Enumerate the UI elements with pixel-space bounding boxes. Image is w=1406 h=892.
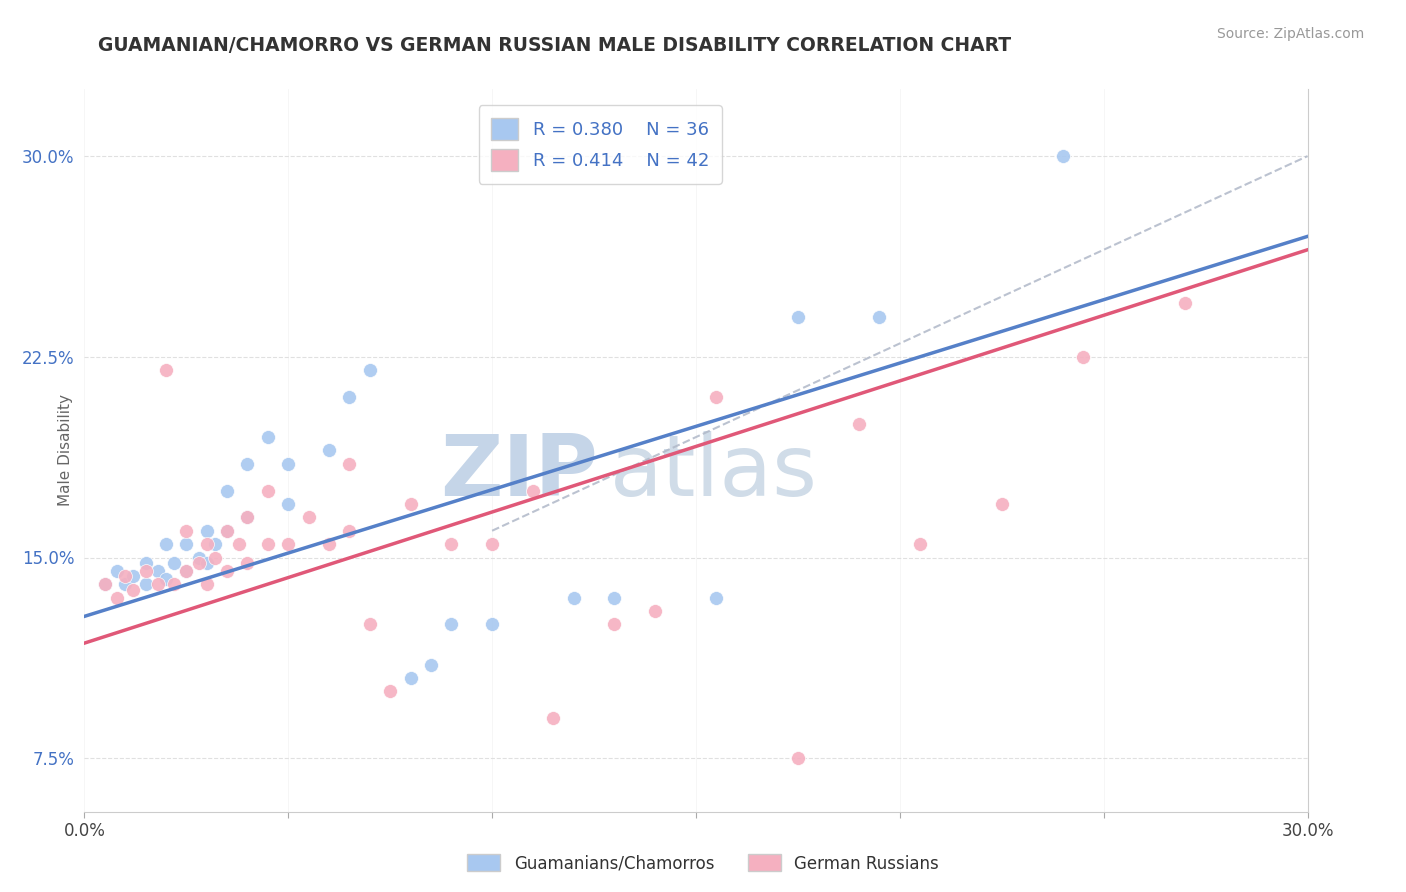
Point	[644, 604, 666, 618]
Point	[135, 577, 157, 591]
Legend: R = 0.380    N = 36, R = 0.414    N = 42: R = 0.380 N = 36, R = 0.414 N = 42	[478, 105, 721, 184]
Point	[114, 569, 136, 583]
Point	[155, 572, 177, 586]
Point	[380, 684, 402, 698]
Point	[848, 417, 870, 431]
Point	[187, 556, 209, 570]
Point	[236, 457, 259, 471]
Point	[163, 556, 186, 570]
Point	[195, 524, 218, 538]
Point	[146, 564, 169, 578]
Point	[236, 510, 259, 524]
Point	[481, 617, 503, 632]
Point	[257, 483, 280, 498]
Point	[257, 537, 280, 551]
Point	[440, 617, 463, 632]
Point	[318, 537, 340, 551]
Point	[146, 577, 169, 591]
Point	[174, 564, 197, 578]
Point	[217, 524, 239, 538]
Point	[163, 577, 186, 591]
Point	[481, 537, 503, 551]
Point	[93, 577, 115, 591]
Point	[277, 457, 299, 471]
Point	[991, 497, 1014, 511]
Point	[787, 310, 810, 324]
Point	[217, 564, 239, 578]
Point	[217, 524, 239, 538]
Point	[359, 617, 381, 632]
Point	[399, 497, 422, 511]
Text: Source: ZipAtlas.com: Source: ZipAtlas.com	[1216, 27, 1364, 41]
Point	[1174, 296, 1197, 310]
Point	[318, 443, 340, 458]
Point	[174, 524, 197, 538]
Point	[105, 591, 128, 605]
Point	[236, 556, 259, 570]
Point	[195, 556, 218, 570]
Point	[187, 550, 209, 565]
Point	[122, 569, 145, 583]
Point	[195, 537, 218, 551]
Point	[440, 537, 463, 551]
Point	[420, 657, 443, 672]
Text: atlas: atlas	[610, 431, 818, 514]
Text: GUAMANIAN/CHAMORRO VS GERMAN RUSSIAN MALE DISABILITY CORRELATION CHART: GUAMANIAN/CHAMORRO VS GERMAN RUSSIAN MAL…	[98, 36, 1011, 54]
Point	[155, 363, 177, 377]
Point	[277, 497, 299, 511]
Point	[522, 483, 544, 498]
Point	[543, 711, 565, 725]
Point	[93, 577, 115, 591]
Point	[562, 591, 585, 605]
Point	[339, 390, 361, 404]
Point	[105, 564, 128, 578]
Point	[122, 582, 145, 597]
Point	[135, 564, 157, 578]
Point	[298, 510, 321, 524]
Point	[399, 671, 422, 685]
Point	[706, 390, 728, 404]
Legend: Guamanians/Chamorros, German Russians: Guamanians/Chamorros, German Russians	[460, 847, 946, 880]
Point	[277, 537, 299, 551]
Point	[204, 550, 226, 565]
Point	[195, 577, 218, 591]
Point	[359, 363, 381, 377]
Point	[910, 537, 932, 551]
Point	[155, 537, 177, 551]
Point	[217, 483, 239, 498]
Point	[706, 591, 728, 605]
Point	[236, 510, 259, 524]
Text: ZIP: ZIP	[440, 431, 598, 514]
Point	[339, 524, 361, 538]
Point	[114, 577, 136, 591]
Y-axis label: Male Disability: Male Disability	[58, 394, 73, 507]
Point	[257, 430, 280, 444]
Point	[603, 617, 626, 632]
Point	[1052, 149, 1074, 163]
Point	[174, 564, 197, 578]
Point	[135, 556, 157, 570]
Point	[228, 537, 250, 551]
Point	[787, 751, 810, 765]
Point	[869, 310, 891, 324]
Point	[204, 537, 226, 551]
Point	[174, 537, 197, 551]
Point	[339, 457, 361, 471]
Point	[1073, 350, 1095, 364]
Point	[603, 591, 626, 605]
